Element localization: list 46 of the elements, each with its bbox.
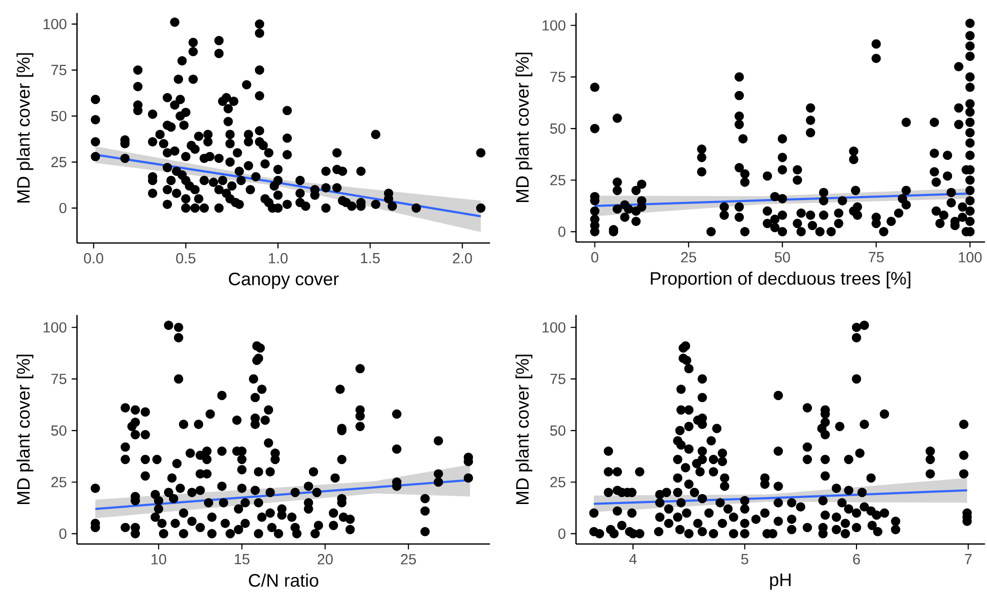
x-tick-label: 50 — [774, 252, 790, 262]
x-tick-label: 75 — [868, 252, 884, 262]
y-tick-label: 25 — [550, 174, 566, 186]
y-tick-label: 75 — [51, 374, 66, 384]
y-tick-label: 100 — [44, 322, 66, 333]
y-tick-label: 0 — [59, 528, 66, 539]
x-tick-label: 20 — [318, 554, 333, 564]
x-tick-label: 0 — [591, 252, 598, 262]
y-tick-label: 50 — [51, 425, 66, 436]
y-tick-label: 0 — [558, 528, 566, 539]
y-tick-label: 50 — [550, 123, 566, 134]
x-tick-label: 0.5 — [176, 253, 196, 264]
x-tick-label: 10 — [152, 554, 166, 564]
y-axis-title: MD plant cover [%] — [516, 354, 532, 504]
x-tick-label: 1.0 — [268, 253, 288, 264]
x-tick-label: 4 — [629, 554, 637, 564]
y-tick-label: 0 — [59, 202, 66, 214]
y-tick-label: 0 — [558, 226, 566, 237]
x-tick-label: 25 — [400, 554, 416, 564]
x-axis-title: pH — [770, 574, 791, 590]
y-tick-label: 25 — [550, 476, 566, 488]
y-tick-label: 75 — [550, 374, 566, 384]
y-tick-label: 50 — [51, 110, 66, 122]
y-tick-label: 100 — [542, 20, 566, 31]
x-tick-label: 100 — [958, 252, 982, 262]
x-axis-title: Proportion of decduous trees [%] — [650, 272, 910, 288]
y-axis-title: MD plant cover [%] — [16, 354, 34, 504]
y-axis-title: MD plant cover [%] — [16, 53, 34, 203]
y-tick-label: 75 — [51, 64, 66, 76]
x-tick-label: 2.0 — [452, 253, 472, 264]
y-tick-label: 100 — [44, 18, 66, 30]
x-axis-title: Canopy cover — [228, 272, 339, 289]
x-tick-label: 7 — [964, 554, 972, 564]
y-tick-label: 50 — [550, 425, 566, 436]
y-tick-label: 25 — [51, 156, 66, 168]
y-tick-label: 75 — [550, 72, 566, 82]
x-axis-title: C/N ratio — [248, 574, 318, 587]
y-tick-label: 25 — [51, 476, 66, 488]
x-tick-label: 6 — [853, 554, 860, 564]
y-axis-title: MD plant cover [%] — [516, 52, 532, 202]
x-tick-label: 0.0 — [84, 253, 104, 264]
x-tick-label: 25 — [681, 252, 696, 262]
y-tick-label: 100 — [542, 322, 566, 333]
x-tick-label: 1.5 — [361, 253, 380, 264]
x-tick-label: 5 — [741, 554, 748, 564]
x-tick-label: 15 — [234, 554, 250, 564]
